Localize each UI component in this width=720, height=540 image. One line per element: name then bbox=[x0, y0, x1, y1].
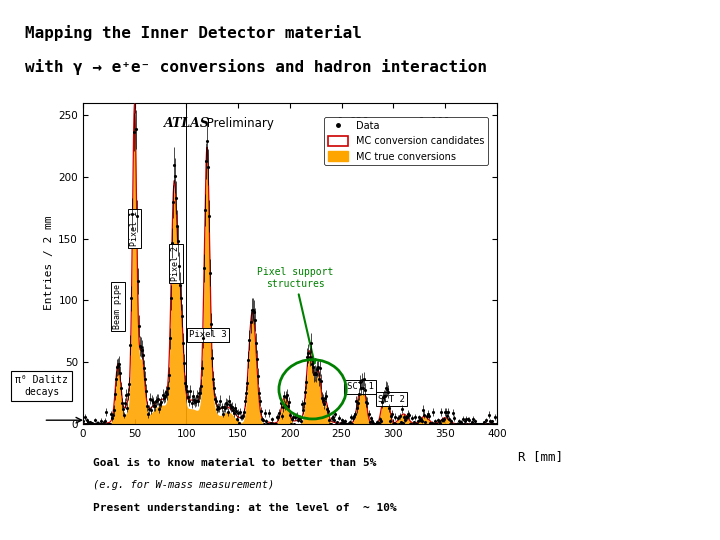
Text: of γ → e⁺e⁻ from: of γ → e⁺e⁻ from bbox=[518, 287, 626, 296]
Y-axis label: Entries / 2 mm: Entries / 2 mm bbox=[44, 216, 54, 310]
Text: ATLAS: ATLAS bbox=[163, 117, 210, 130]
Text: Preliminary: Preliminary bbox=[203, 117, 274, 130]
Text: R [mm]: R [mm] bbox=[518, 450, 562, 463]
Text: conversion point in: conversion point in bbox=[518, 219, 647, 230]
Text: -0.626 < η < -0.100: -0.626 < η < -0.100 bbox=[331, 117, 450, 127]
Text: (e.g. for W-mass measurement): (e.g. for W-mass measurement) bbox=[93, 480, 274, 490]
Text: the radial direction: the radial direction bbox=[518, 253, 654, 263]
Text: with γ → e⁺e⁻ conversions and hadron interaction: with γ → e⁺e⁻ conversions and hadron int… bbox=[25, 59, 487, 75]
Text: Pixel 1: Pixel 1 bbox=[130, 211, 139, 246]
Text: Pixel 2: Pixel 2 bbox=[171, 246, 181, 281]
Text: Pixel support
structures: Pixel support structures bbox=[257, 267, 333, 363]
Text: Mapping the Inner Detector material: Mapping the Inner Detector material bbox=[25, 25, 362, 40]
Text: Beam pipe: Beam pipe bbox=[114, 284, 122, 329]
Text: π⁰ Dalitz
decays: π⁰ Dalitz decays bbox=[15, 375, 68, 397]
Text: Goal is to know material to better than 5%: Goal is to know material to better than … bbox=[93, 458, 376, 468]
Text: minimum bias events: minimum bias events bbox=[518, 320, 647, 330]
Legend: Data, MC conversion candidates, MC true conversions: Data, MC conversion candidates, MC true … bbox=[325, 117, 487, 165]
Text: Present understanding: at the level of  ~ 10%: Present understanding: at the level of ~… bbox=[93, 503, 396, 513]
Text: (sensitive to X₀): (sensitive to X₀) bbox=[518, 354, 633, 364]
Text: Pixel 3: Pixel 3 bbox=[189, 330, 227, 340]
Text: Reconstructed: Reconstructed bbox=[518, 186, 606, 195]
Text: SCT 2: SCT 2 bbox=[378, 395, 405, 404]
Text: SCT 1: SCT 1 bbox=[347, 382, 374, 392]
